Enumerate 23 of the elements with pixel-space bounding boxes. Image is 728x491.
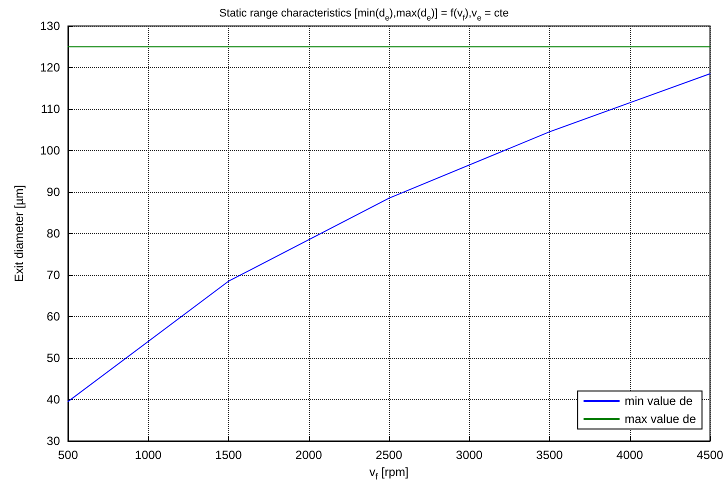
x-tick-label: 2500 bbox=[376, 448, 403, 462]
legend-label: min value de bbox=[624, 394, 693, 408]
y-tick-label: 90 bbox=[46, 185, 60, 199]
x-tick-label: 1500 bbox=[215, 448, 242, 462]
x-tick-label: 4000 bbox=[616, 448, 644, 462]
y-tick-label: 130 bbox=[40, 19, 60, 33]
x-tick-label: 500 bbox=[58, 448, 78, 462]
x-tick-label: 2000 bbox=[295, 448, 322, 462]
x-tick-label: 4500 bbox=[696, 448, 724, 462]
y-tick-label: 30 bbox=[46, 434, 60, 448]
x-tick-label: 1000 bbox=[134, 448, 162, 462]
y-tick-label: 80 bbox=[46, 226, 60, 240]
y-axis-title: Exit diameter [µm] bbox=[12, 185, 26, 282]
y-tick-label: 50 bbox=[46, 351, 60, 365]
x-tick-label: 3500 bbox=[536, 448, 564, 462]
y-tick-label: 70 bbox=[46, 268, 60, 282]
y-tick-label: 60 bbox=[46, 310, 60, 324]
legend-label: max value de bbox=[624, 412, 696, 426]
y-tick-label: 100 bbox=[40, 144, 60, 158]
y-tick-label: 40 bbox=[46, 392, 60, 406]
x-tick-label: 3000 bbox=[456, 448, 483, 462]
y-tick-label: 120 bbox=[40, 60, 60, 74]
y-tick-label: 110 bbox=[40, 102, 60, 116]
